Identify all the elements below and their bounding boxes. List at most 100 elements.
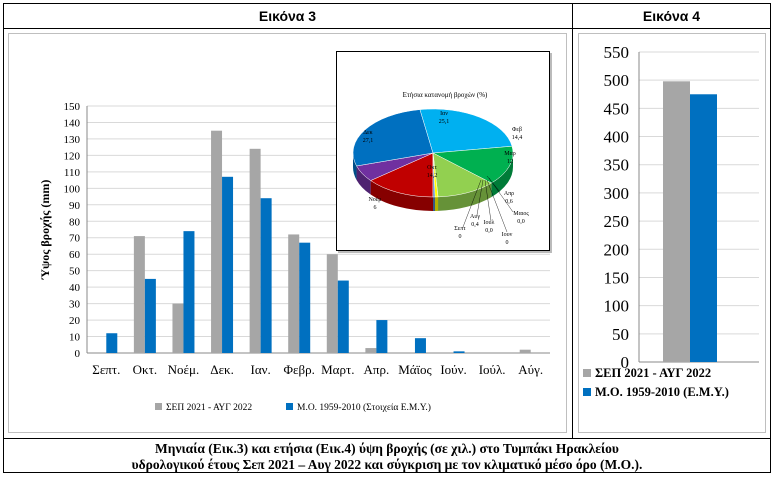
figure4-header: Εικόνα 4	[572, 3, 771, 29]
bar-climate-mean-total	[690, 94, 717, 362]
pie-label-Ιουλ: Ιουλ	[484, 220, 495, 226]
y-tick-label: 200	[604, 240, 630, 259]
pie-leader-line	[486, 175, 501, 193]
bar-climate-mean	[376, 320, 388, 353]
bar-climate-mean	[183, 231, 195, 353]
pie-slice-Δεκ	[352, 109, 434, 167]
y-tick-label: 20	[69, 315, 81, 327]
pie-wall-Φεβ	[491, 153, 513, 198]
x-tick-label: Νοέμ.	[168, 362, 200, 377]
caption-line-2: υδρολογικού έτους Σεπ 2021 – Αυγ 2022 κα…	[131, 457, 643, 472]
y-tick-label: 110	[64, 167, 81, 179]
bar-2021-2022	[365, 348, 377, 353]
annual-distribution-pie: Ετήσια κατανομή βροχών (%) Σεπτ 0 Οκτ 14,2 Νο…	[352, 91, 529, 246]
y-axis-label: Ύψος βροχής (mm)	[38, 180, 52, 281]
figure-caption: Μηνιαία (Εικ.3) και ετήσια (Εικ.4) ύψη β…	[3, 438, 771, 473]
bar-climate-mean	[106, 333, 118, 353]
y-tick-label: 0	[75, 348, 81, 360]
figure-frame	[3, 3, 771, 473]
pie-wall-Οκτ	[370, 180, 433, 211]
bar-climate-mean	[144, 278, 156, 353]
pie-label-Μαιος: Μαιος	[513, 211, 529, 217]
pie-slice-Μαρ	[432, 152, 492, 198]
y-tick-label: 0	[621, 353, 630, 372]
y-tick-label: 10	[69, 332, 81, 344]
y-tick-label: 300	[604, 184, 630, 203]
y-tick-label: 50	[612, 325, 629, 344]
bar-2021-2022	[249, 148, 261, 353]
pie-wall-Αυγ	[433, 196, 436, 211]
pie-value-Ιαν: 25,1	[439, 119, 450, 125]
pie-value-Νοέμ: 6	[374, 205, 377, 211]
pie-leader-line	[476, 179, 484, 216]
pie-value-Αυγ: 0,4	[471, 222, 479, 228]
bar-2021-2022	[326, 254, 338, 353]
pie-leader-line	[484, 179, 492, 222]
pie-slice-Φεβ	[432, 145, 514, 184]
bar-2021-2022	[211, 130, 223, 353]
pie-value-Μαιος: 0,0	[517, 219, 525, 225]
x-tick-label: Σεπτ.	[92, 362, 120, 377]
legend-label-2021-2022: ΣΕΠ 2021 - ΑΥΓ 2022	[595, 366, 711, 380]
annual-rainfall-chart: 0 50 100 150 200 250 300 350 400 450 500 550 ΣΕΠ 202…	[583, 43, 759, 399]
y-tick-label: 400	[604, 128, 630, 147]
pie-value-Οκτ: 14,2	[427, 173, 438, 179]
y-tick-label: 90	[69, 200, 81, 212]
legend-swatch-2021-2022	[155, 403, 162, 410]
legend-label-2021-2022: ΣΕΠ 2021 - ΑΥΓ 2022	[166, 403, 252, 413]
y-tick-label: 130	[64, 134, 81, 146]
pie-wall-Μαρ	[438, 183, 492, 211]
y-tick-label: 30	[69, 299, 81, 311]
pie-value-Απρ: 0,6	[505, 199, 513, 205]
y-tick-label: 80	[69, 216, 81, 228]
column-divider	[572, 3, 573, 438]
pie-title: Ετήσια κατανομή βροχών (%)	[403, 91, 488, 99]
bar-2021-2022	[133, 236, 145, 353]
bar-climate-mean	[299, 242, 311, 353]
pie-label-Απρ: Απρ	[504, 191, 514, 197]
legend-swatch-climate-mean	[583, 388, 591, 396]
pie-label-Δεκ: Δεκ	[363, 130, 372, 136]
y-tick-label: 150	[604, 268, 630, 287]
monthly-rainfall-chart: 0102030405060708090100110120130140150Σεπ…	[38, 101, 550, 413]
x-tick-label: Δεκ.	[210, 362, 234, 377]
y-tick-label: 40	[69, 282, 81, 294]
pie-label-Αυγ: Αυγ	[470, 214, 480, 220]
y-tick-label: 100	[604, 297, 630, 316]
y-tick-label: 250	[604, 212, 630, 231]
figure3-header: Εικόνα 3	[3, 3, 572, 29]
pie-label-Φεβ: Φεβ	[512, 127, 522, 133]
legend-label-climate-mean: Μ.Ο. 1959-2010 (Ε.Μ.Υ.)	[595, 385, 729, 399]
bar-climate-mean	[260, 198, 272, 353]
pie-leader-line	[488, 177, 514, 213]
legend-swatch-climate-mean	[286, 403, 293, 410]
caption-line-1: Μηνιαία (Εικ.3) και ετήσια (Εικ.4) ύψη β…	[155, 441, 619, 456]
pie-label-Ιουν: Ιουν	[502, 232, 513, 238]
bar-climate-mean	[337, 280, 349, 353]
y-tick-label: 450	[604, 99, 630, 118]
pie-leader-line	[486, 179, 508, 233]
pie-label-Μαρ: Μαρ	[504, 151, 515, 157]
legend-label-climate-mean: Μ.Ο. 1959-2010 (Στοιχεία Ε.Μ.Υ.)	[297, 402, 431, 413]
x-tick-label: Φεβρ.	[284, 362, 315, 377]
pie-label-Νοέμ: Νοέμ	[368, 197, 381, 203]
pie-leader-line	[462, 179, 482, 228]
y-tick-label: 100	[64, 183, 81, 195]
pie-slice-Οκτ	[370, 152, 434, 198]
bar-climate-mean	[453, 351, 465, 353]
pie-label-Οκτ: Οκτ	[427, 165, 437, 171]
bar-2021-2022-total	[663, 81, 690, 363]
annual-chart-panel: 0 50 100 150 200 250 300 350 400 450 500 550 ΣΕΠ 202…	[578, 33, 766, 433]
x-tick-label: Μάϊος	[398, 362, 432, 377]
bar-2021-2022	[288, 234, 300, 353]
pie-slice-Ιαν	[419, 108, 513, 154]
y-tick-label: 150	[64, 101, 81, 113]
y-tick-label: 50	[69, 266, 81, 278]
x-tick-label: Ιούν.	[440, 362, 466, 377]
pie-label-Σεπτ: Σεπτ	[454, 226, 466, 232]
y-tick-label: 550	[604, 43, 630, 62]
pie-value-Ιουλ: 0,0	[485, 228, 493, 234]
pie-wall-Απρ	[435, 196, 439, 211]
x-tick-label: Μαρτ.	[321, 362, 354, 377]
y-tick-label: 70	[69, 233, 81, 245]
